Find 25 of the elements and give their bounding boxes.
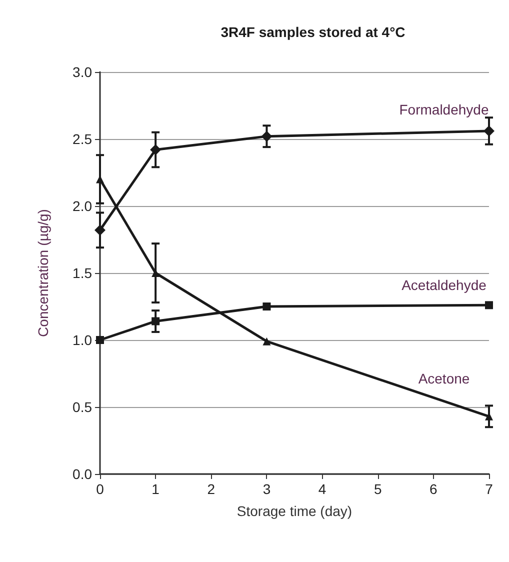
x-tick-label: 0 xyxy=(96,481,104,497)
y-tick-label: 2.5 xyxy=(72,131,92,147)
x-tick-label: 5 xyxy=(374,481,382,497)
y-tick-label: 0.0 xyxy=(72,466,92,482)
x-tick-label: 3 xyxy=(262,481,271,497)
y-axis-title: Concentration (µg/g) xyxy=(35,209,51,337)
x-tick-label: 6 xyxy=(430,481,438,497)
chart-title: 3R4F samples stored at 4°C xyxy=(220,24,406,40)
x-axis-title: Storage time (day) xyxy=(236,503,352,519)
y-tick-label: 2.0 xyxy=(72,198,92,214)
point xyxy=(485,301,493,310)
x-tick-label: 4 xyxy=(318,481,326,497)
y-tick-label: 1.5 xyxy=(72,265,92,281)
series-label: Formaldehyde xyxy=(399,101,489,118)
point xyxy=(262,337,271,346)
point xyxy=(262,302,271,310)
y-tick-label: 3.0 xyxy=(72,64,92,80)
series-label: Acetone xyxy=(418,370,470,386)
y-tick-label: 0.5 xyxy=(72,399,92,415)
series-label: Acetaldehyde xyxy=(402,277,487,294)
x-tick-label: 1 xyxy=(152,481,160,497)
y-tick-label: 1.0 xyxy=(72,332,92,348)
x-tick-label: 7 xyxy=(485,481,494,497)
x-tick-label: 2 xyxy=(207,481,216,497)
point xyxy=(96,336,104,344)
